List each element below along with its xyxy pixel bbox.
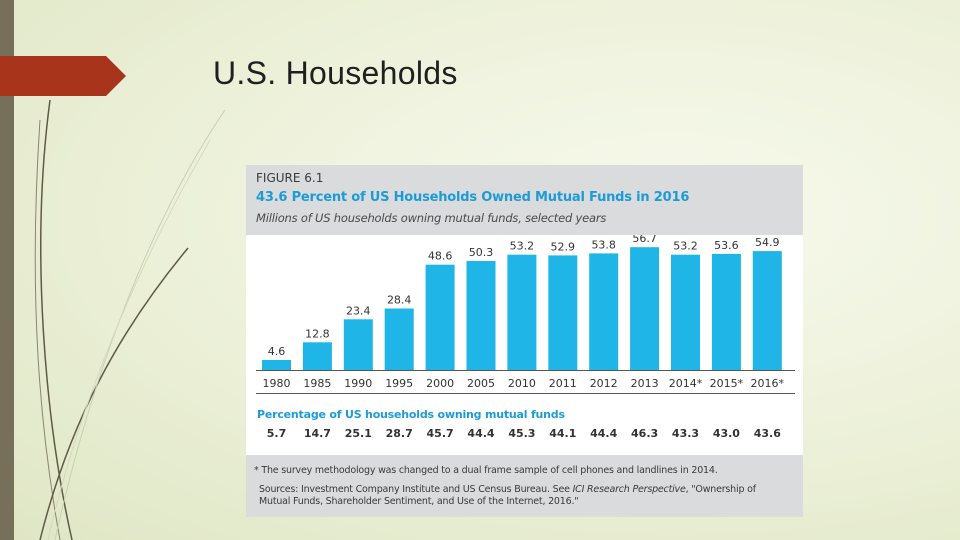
percentage-value: 28.7: [385, 427, 413, 440]
percentage-value: 14.7: [303, 427, 331, 440]
bar-2011: [548, 255, 578, 370]
figure-footer: * The survey methodology was changed to …: [246, 455, 803, 517]
x-tick-label: 2016*: [751, 377, 785, 390]
slide-title: U.S. Households: [213, 55, 458, 91]
bar-2000: [425, 264, 455, 370]
bar-2016*: [752, 251, 782, 370]
figure-label: FIGURE 6.1: [256, 171, 324, 185]
sources-note: Sources: Investment Company Institute an…: [259, 484, 789, 508]
percentage-value: 25.1: [344, 427, 372, 440]
percentage-value: 5.7: [266, 427, 287, 440]
bar-2012: [589, 253, 619, 370]
bar-1990: [343, 319, 373, 370]
title-arrow-tab: [0, 56, 126, 96]
percentage-value: 46.3: [631, 427, 659, 440]
percentage-value: 43.3: [671, 427, 700, 440]
percentage-label: Percentage of US households owning mutua…: [257, 408, 565, 421]
x-tick-label: 2010: [508, 377, 536, 390]
figure-subtitle: Millions of US households owning mutual …: [256, 211, 607, 225]
x-tick-label: 2014*: [669, 377, 703, 390]
sources-prefix: Sources: Investment Company Institute an…: [259, 484, 573, 495]
sources-italic: ICI Research Perspective: [572, 484, 686, 495]
value-label: 48.6: [428, 250, 453, 263]
value-label: 53.8: [591, 238, 616, 251]
percentage-value: 45.7: [426, 427, 454, 440]
figure-title: 43.6 Percent of US Households Owned Mutu…: [256, 190, 690, 205]
x-tick-label: 2000: [426, 377, 454, 390]
bar-1985: [302, 342, 332, 370]
percentage-value: 43.0: [712, 427, 740, 440]
bar-2005: [466, 261, 496, 370]
x-tick-label: 2015*: [710, 377, 744, 390]
value-label: 28.4: [387, 294, 412, 307]
value-label: 53.2: [510, 240, 535, 253]
x-tick-label: 2012: [590, 377, 618, 390]
x-tick-label: 2013: [631, 377, 659, 390]
x-tick-label: 1980: [263, 377, 291, 390]
sources-suffix: , "Ownership of Mutual Funds, Shareholde…: [259, 484, 756, 507]
x-tick-label: 1995: [385, 377, 413, 390]
value-label: 23.4: [346, 304, 371, 317]
left-accent-bar: [0, 0, 14, 540]
figure-header: FIGURE 6.1 43.6 Percent of US Households…: [246, 165, 803, 235]
value-label: 52.9: [551, 240, 576, 253]
value-label: 56.7: [632, 235, 657, 245]
value-label: 54.9: [755, 236, 780, 249]
x-tick-label: 2011: [549, 377, 577, 390]
bar-1995: [384, 308, 414, 370]
x-tick-label: 2005: [467, 377, 495, 390]
bar-1980: [262, 360, 291, 370]
percentage-value: 44.4: [467, 427, 495, 440]
value-label: 53.2: [673, 240, 698, 253]
x-tick-label: 1985: [303, 377, 331, 390]
x-tick-label: 1990: [344, 377, 372, 390]
bar-2014*: [671, 254, 700, 370]
methodology-note: * The survey methodology was changed to …: [254, 465, 718, 476]
figure-panel: FIGURE 6.1 43.6 Percent of US Households…: [246, 165, 803, 517]
value-label: 53.6: [714, 239, 739, 252]
bar-chart: 4.6 1980 12.8 1985 23.4 1990 28.4 1995 48.6 2000 5…: [256, 235, 795, 394]
percentage-value: 43.6: [753, 427, 781, 440]
value-label: 4.6: [268, 345, 286, 358]
percentage-value: 44.4: [590, 427, 618, 440]
decorative-curves: [34, 99, 226, 540]
percentage-value: 45.3: [508, 427, 536, 440]
percentage-row: 5.7 14.7 25.1 28.7 45.7 44.4 45.3 44.1 44.4 46.3 4…: [246, 427, 803, 443]
value-label: 50.3: [469, 246, 494, 259]
bar-2010: [507, 254, 537, 370]
bar-2015*: [711, 253, 741, 370]
percentage-value: 44.1: [549, 427, 577, 440]
bar-2013: [630, 247, 660, 370]
value-label: 12.8: [305, 327, 330, 340]
